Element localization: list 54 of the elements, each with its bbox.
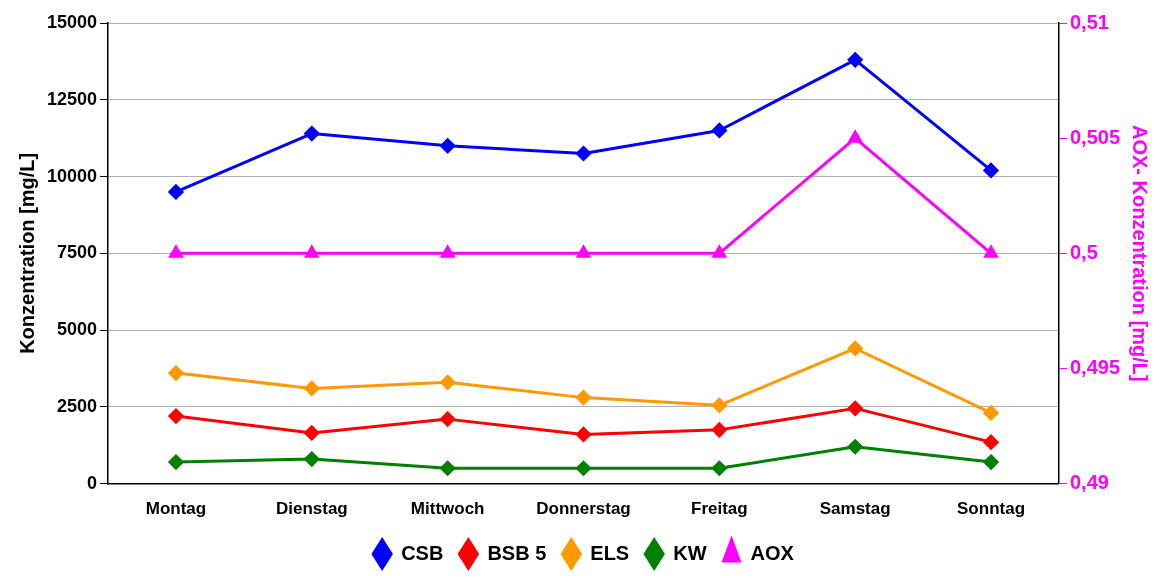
y2-tick-label: 0,51 (1069, 10, 1109, 33)
y-tick-label: 2500 (57, 395, 98, 416)
point (847, 439, 863, 455)
point (711, 397, 727, 413)
y2-tick-label: 0,5 (1069, 240, 1098, 263)
y-tick-label: 10000 (46, 165, 98, 186)
point (711, 422, 727, 438)
y-tick-label: 7500 (57, 242, 98, 263)
point (440, 411, 456, 427)
legend-label: BSB 5 (487, 541, 547, 564)
x-tick-label: Mittwoch (410, 499, 485, 519)
y2-axis-title: AOX- Konzentration [mg/L] (1129, 124, 1152, 382)
point (576, 426, 591, 442)
y-tick-label: 15000 (46, 11, 98, 32)
point (983, 454, 999, 470)
point (983, 434, 999, 450)
y-tick-label: 0 (87, 472, 98, 493)
y2-tick-label: 0,505 (1069, 125, 1121, 148)
point (304, 425, 320, 441)
point (304, 451, 320, 467)
point (983, 162, 999, 178)
point (847, 340, 863, 356)
x-tick-label: Freitag (691, 499, 748, 519)
point (983, 405, 999, 421)
point (576, 146, 591, 161)
legend-label: ELS (590, 541, 630, 564)
point (168, 365, 184, 381)
point (847, 52, 863, 68)
x-tick-label: Montag (145, 499, 207, 519)
x-tick-label: Dienstag (275, 499, 348, 519)
y2-tick-label: 0,49 (1069, 471, 1109, 494)
legend-label: AOX (750, 541, 795, 564)
x-tick-label: Sonntag (957, 499, 1026, 519)
point (847, 400, 863, 416)
point (711, 122, 727, 138)
y-axis-title: Konzentration [mg/L] (15, 152, 38, 354)
legend-label: KW (673, 541, 707, 564)
point (304, 380, 320, 396)
x-tick-label: Samstag (819, 499, 891, 519)
point (440, 138, 456, 154)
point (168, 184, 184, 200)
y-tick-label: 5000 (57, 319, 98, 340)
y-tick-label: 12500 (46, 88, 98, 109)
point (168, 408, 184, 424)
point (711, 460, 727, 476)
legend-label: CSB (401, 541, 444, 564)
point (304, 126, 320, 142)
point (440, 374, 456, 390)
point (440, 460, 456, 476)
y2-tick-label: 0,495 (1069, 355, 1121, 378)
point (168, 454, 184, 470)
point (576, 390, 591, 406)
x-tick-label: Donnerstag (536, 499, 631, 519)
point (576, 460, 591, 476)
